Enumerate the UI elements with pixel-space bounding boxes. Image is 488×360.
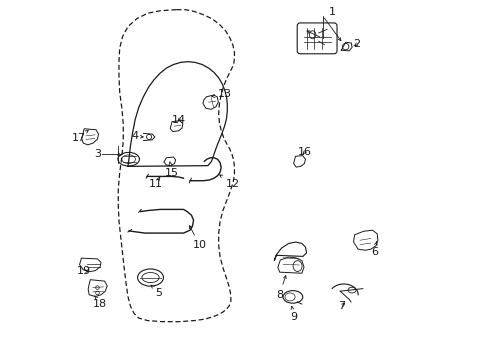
FancyBboxPatch shape bbox=[297, 23, 336, 54]
Ellipse shape bbox=[342, 43, 348, 50]
Text: 2: 2 bbox=[352, 40, 359, 49]
Ellipse shape bbox=[142, 273, 159, 283]
Text: 17: 17 bbox=[72, 130, 88, 143]
Ellipse shape bbox=[118, 152, 139, 166]
Text: 16: 16 bbox=[297, 147, 311, 157]
Polygon shape bbox=[81, 129, 99, 145]
Text: 1: 1 bbox=[328, 7, 335, 17]
Ellipse shape bbox=[292, 261, 302, 271]
Polygon shape bbox=[203, 95, 218, 109]
Ellipse shape bbox=[285, 293, 294, 301]
Text: 4: 4 bbox=[131, 131, 143, 141]
Ellipse shape bbox=[347, 287, 355, 293]
Polygon shape bbox=[170, 121, 183, 132]
Text: 10: 10 bbox=[189, 226, 206, 250]
Text: 7: 7 bbox=[337, 301, 344, 311]
Ellipse shape bbox=[146, 134, 151, 139]
Ellipse shape bbox=[137, 269, 163, 286]
Text: 6: 6 bbox=[370, 242, 377, 257]
Polygon shape bbox=[293, 156, 305, 167]
Text: 13: 13 bbox=[211, 89, 231, 99]
Text: 5: 5 bbox=[150, 285, 163, 298]
Ellipse shape bbox=[96, 291, 99, 295]
Text: 14: 14 bbox=[172, 115, 186, 125]
Ellipse shape bbox=[309, 31, 315, 39]
Text: 3: 3 bbox=[94, 149, 101, 159]
Text: 19: 19 bbox=[77, 266, 91, 276]
Ellipse shape bbox=[96, 286, 99, 289]
Text: 9: 9 bbox=[290, 306, 297, 322]
Polygon shape bbox=[163, 157, 175, 166]
Ellipse shape bbox=[122, 155, 135, 163]
Text: 15: 15 bbox=[165, 162, 179, 178]
Polygon shape bbox=[80, 258, 101, 272]
Text: 11: 11 bbox=[148, 176, 162, 189]
Polygon shape bbox=[353, 230, 377, 250]
Polygon shape bbox=[88, 280, 107, 297]
Text: 12: 12 bbox=[219, 175, 240, 189]
Text: 8: 8 bbox=[276, 276, 285, 300]
Polygon shape bbox=[274, 242, 306, 261]
Text: 18: 18 bbox=[93, 296, 107, 309]
Ellipse shape bbox=[283, 291, 302, 303]
Polygon shape bbox=[277, 257, 304, 273]
